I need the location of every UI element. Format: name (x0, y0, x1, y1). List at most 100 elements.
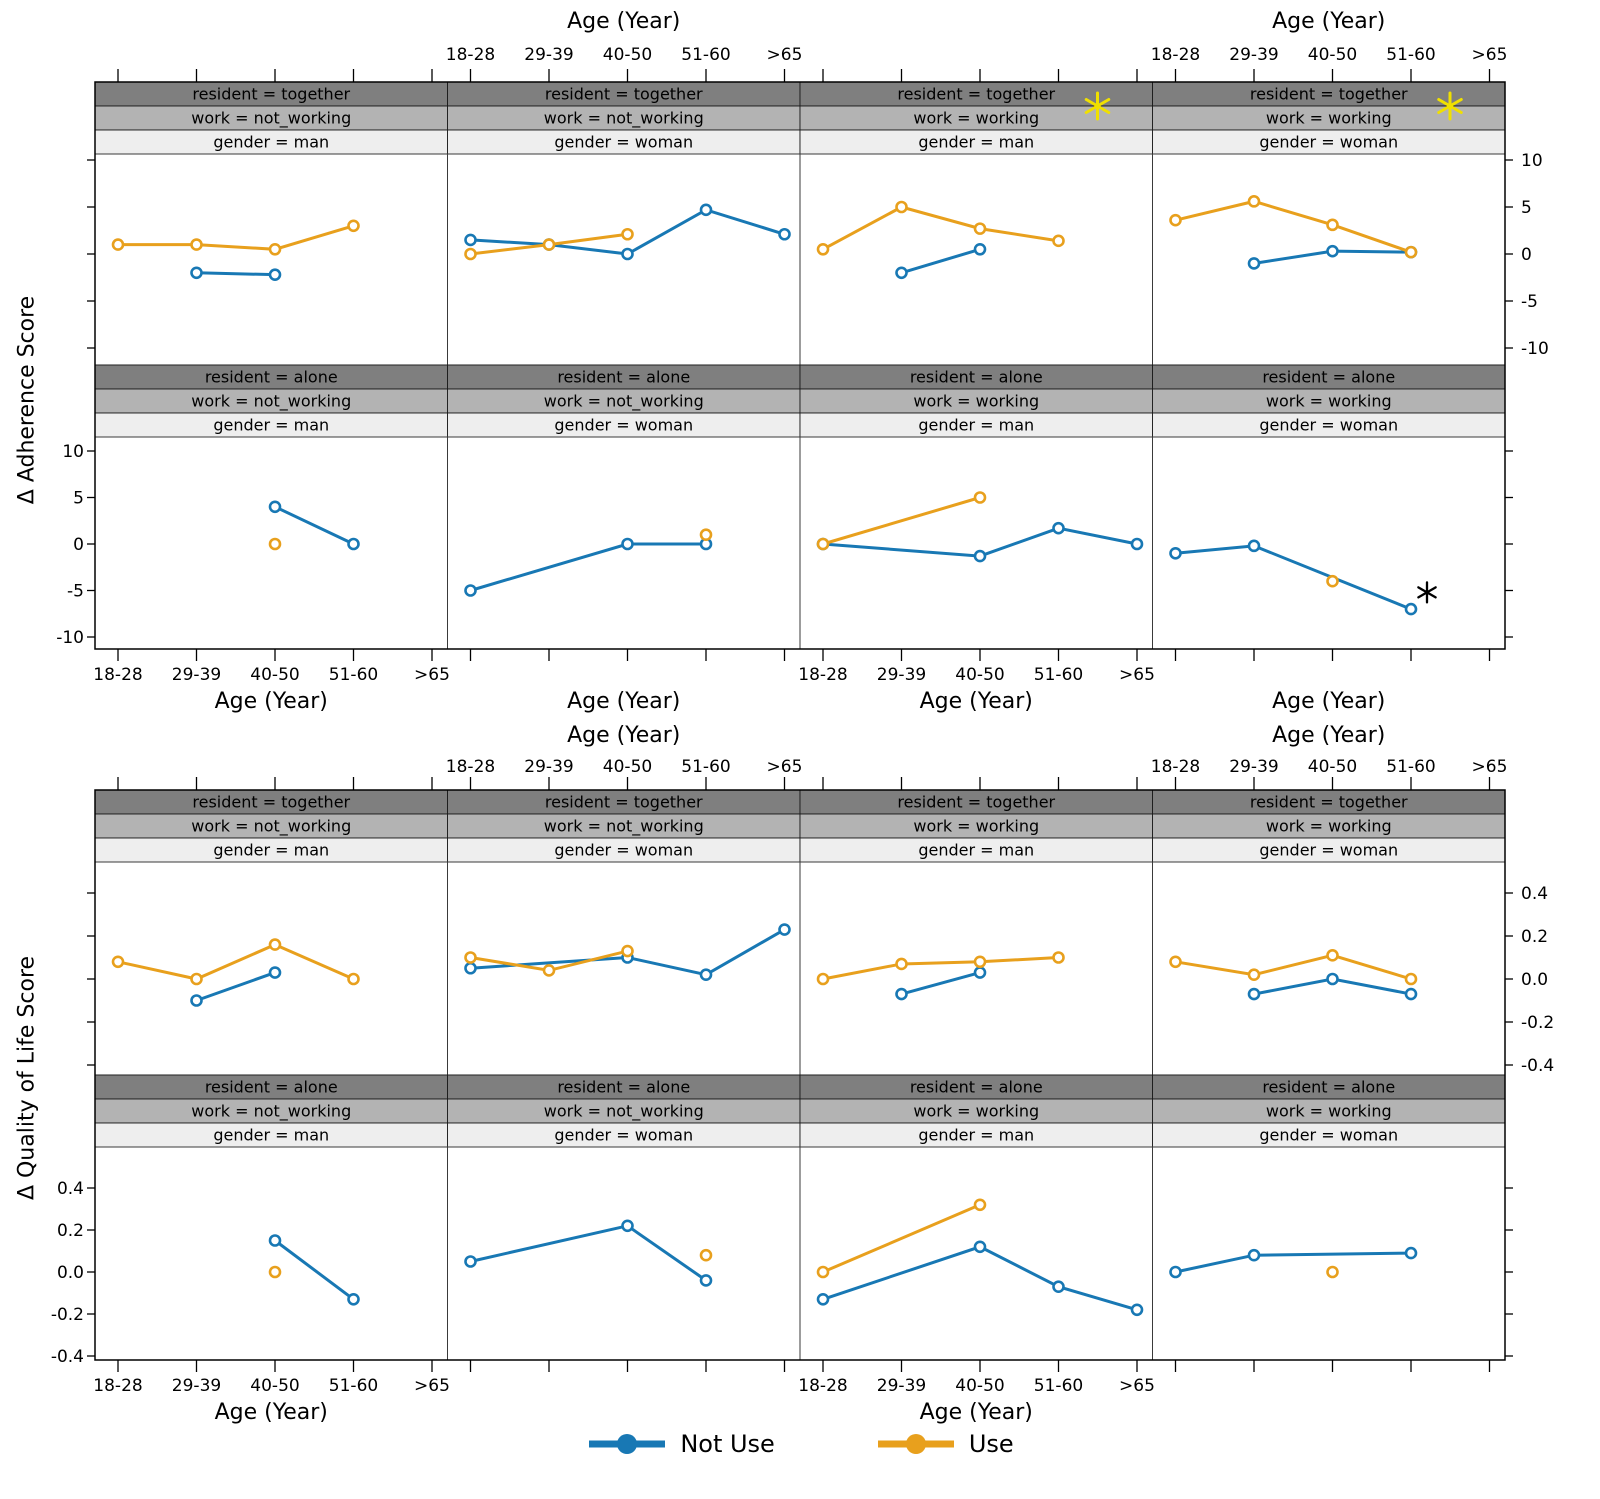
data-point-not-use (1130, 1303, 1144, 1317)
data-point-use (816, 972, 830, 986)
data-point-not-use (190, 266, 203, 280)
x-tick-label-bottom: 51-60 (1034, 665, 1083, 685)
data-point-use (1247, 968, 1261, 982)
data-point-use (816, 1265, 830, 1279)
data-point-not-use (1404, 987, 1418, 1001)
data-point-use (268, 938, 282, 951)
facet-strip-label: resident = alone (205, 368, 338, 387)
facet-strip-label: resident = alone (910, 368, 1043, 387)
y-tick-label: 0 (1521, 245, 1532, 265)
legend-line-marker-use (877, 1434, 954, 1454)
facet-strip (94, 81, 448, 107)
grid-frame (94, 81, 1506, 650)
data-point-not-use (1052, 1280, 1065, 1293)
data-point-use (1404, 245, 1418, 259)
facet-strip-label: resident = together (192, 793, 350, 812)
series-line-not-use (195, 971, 277, 1002)
x-tick-label-top: 18-28 (1151, 45, 1200, 65)
x-axis-title-bottom: Age (Year) (215, 1400, 328, 1425)
x-tick-label-top: >65 (767, 45, 803, 65)
data-point-not-use (699, 203, 713, 217)
facet-panel (799, 436, 1153, 650)
facet-panel (94, 1146, 448, 1361)
facet-strip-label: work = not_working (544, 1102, 704, 1122)
data-point-use (268, 537, 282, 551)
data-point-not-use (1052, 521, 1065, 535)
facet-strip (1152, 364, 1506, 390)
data-point-use (464, 951, 477, 964)
data-point-not-use (895, 266, 908, 280)
data-point-use (973, 491, 987, 504)
data-point-not-use (464, 584, 477, 597)
x-axis-title-top: Age (Year) (1272, 723, 1385, 748)
x-tick-label-top: >65 (1472, 45, 1508, 65)
facet-strip-label: resident = together (545, 85, 703, 104)
data-point-use (542, 238, 556, 251)
data-point-use (895, 200, 908, 214)
x-axis-title-top: Age (Year) (567, 723, 680, 748)
x-tick-label-top: 40-50 (603, 45, 652, 65)
facet-strip-label: gender = woman (1259, 1126, 1398, 1145)
data-point-use (347, 219, 360, 233)
x-tick-label-top: 51-60 (681, 45, 730, 65)
facet-strip-label: work = working (1266, 392, 1392, 411)
facet-strip (799, 813, 1153, 839)
data-point-use (1404, 972, 1418, 986)
facet-strip (94, 813, 448, 839)
legend-item-not-use: Not Use (586, 1430, 775, 1458)
data-point-use (699, 1248, 713, 1262)
x-tick-label-top: 18-28 (446, 45, 495, 65)
facet-strip-label: resident = alone (1262, 1078, 1395, 1097)
significance-asterisk-yellow (1437, 98, 1463, 114)
series-line-use (116, 942, 355, 981)
data-point-use (973, 955, 987, 969)
data-point-use (1169, 955, 1182, 969)
facet-strip-label: resident = together (1250, 85, 1408, 104)
y-tick-label: 10 (62, 442, 84, 462)
x-tick-label-top: 29-39 (524, 757, 573, 777)
data-point-not-use (1404, 602, 1418, 616)
data-point-not-use (1247, 1248, 1261, 1262)
y-tick-label: 0.2 (1521, 927, 1548, 947)
data-point-not-use (1247, 539, 1261, 553)
facet-strip (799, 1074, 1153, 1100)
y-tick-label: 5 (73, 489, 84, 509)
x-tick-label-bottom: 51-60 (1034, 1376, 1083, 1396)
data-point-use (542, 964, 556, 977)
data-point-not-use (1247, 987, 1261, 1001)
x-tick-label-top: 29-39 (1229, 45, 1278, 65)
y-tick-label: 0.2 (57, 1221, 84, 1241)
facet-strip-label: gender = woman (1259, 133, 1398, 152)
data-point-not-use (778, 227, 791, 241)
facet-strip (94, 105, 448, 131)
facet-strip (1152, 1122, 1506, 1148)
data-point-use (111, 955, 125, 969)
data-point-use (190, 238, 203, 251)
facet-strip-label: gender = man (213, 133, 329, 152)
y-tick-label: -10 (56, 628, 84, 648)
facet-strip (94, 1074, 448, 1100)
legend-item-use: Use (875, 1430, 1014, 1458)
x-tick-label-bottom: 29-39 (172, 665, 221, 685)
data-point-not-use (464, 233, 477, 247)
data-point-use (1326, 218, 1339, 232)
data-point-not-use (347, 537, 360, 551)
y-tick-label: -0.4 (51, 1347, 84, 1367)
x-axis-title-top: Age (Year) (567, 9, 680, 34)
facet-strip-label: work = working (913, 817, 1039, 836)
x-tick-label-top: 29-39 (1229, 757, 1278, 777)
facet-strip (1152, 81, 1506, 107)
series-line-not-use (821, 1245, 1139, 1312)
facet-strip (447, 81, 801, 107)
data-point-not-use (1404, 1246, 1418, 1260)
series-line-not-use (900, 971, 982, 996)
x-tick-label-bottom: >65 (1119, 1376, 1155, 1396)
y-tick-label: 0.0 (1521, 970, 1548, 990)
facet-strip-label: resident = alone (910, 1078, 1043, 1097)
facet-strip-label: work = not_working (191, 1102, 351, 1122)
data-point-use (268, 1265, 282, 1279)
x-tick-label-top: 51-60 (1386, 45, 1435, 65)
facet-strip (799, 129, 1153, 155)
legend-line-marker-not-use (589, 1434, 666, 1454)
facet-panel (1152, 153, 1506, 366)
